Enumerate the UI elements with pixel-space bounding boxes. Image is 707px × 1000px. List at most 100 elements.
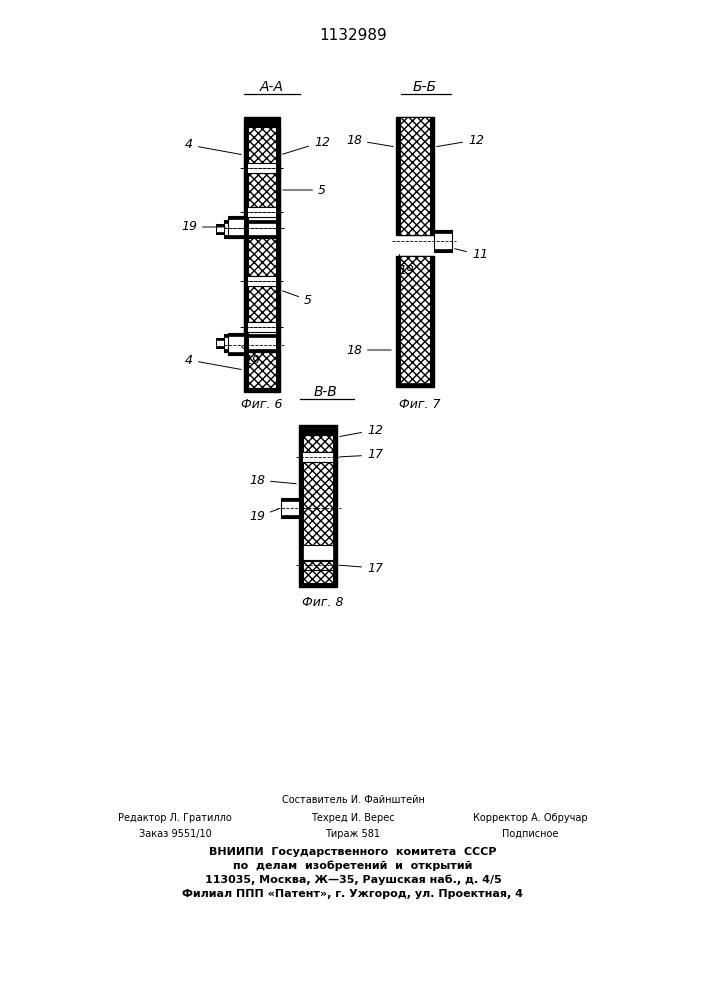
Text: Заказ 9551/10: Заказ 9551/10 xyxy=(139,829,211,839)
Text: 17: 17 xyxy=(340,448,383,462)
Bar xyxy=(216,338,224,348)
Text: ВНИИПИ  Государственного  комитета  СССР: ВНИИПИ Государственного комитета СССР xyxy=(209,847,497,857)
Text: A-A: A-A xyxy=(260,80,284,94)
Bar xyxy=(396,383,434,387)
Text: Составитель И. Файнштейн: Составитель И. Файнштейн xyxy=(281,795,424,805)
Text: Корректор А. Обручар: Корректор А. Обручар xyxy=(473,813,588,823)
Text: 4: 4 xyxy=(185,354,241,370)
Text: 17: 17 xyxy=(340,562,383,574)
Bar xyxy=(248,127,276,163)
Bar xyxy=(244,163,280,173)
Bar xyxy=(216,338,224,340)
Text: Филиал ППП «Патент», г. Ужгород, ул. Проектная, 4: Филиал ППП «Патент», г. Ужгород, ул. Про… xyxy=(182,889,523,899)
Bar xyxy=(276,117,280,392)
Text: Б-Б: Б-Б xyxy=(413,80,437,94)
Bar xyxy=(248,163,276,173)
Bar xyxy=(216,224,224,226)
Text: 12: 12 xyxy=(340,424,383,436)
Bar xyxy=(244,117,248,392)
Bar xyxy=(248,238,276,276)
Bar xyxy=(244,117,280,127)
Bar xyxy=(244,388,280,392)
Bar xyxy=(224,220,280,223)
Bar xyxy=(248,127,276,388)
Bar xyxy=(303,452,333,462)
Bar xyxy=(228,216,244,219)
Text: 19: 19 xyxy=(398,255,414,276)
Bar xyxy=(228,333,244,336)
Bar xyxy=(216,224,224,234)
Text: Техред И. Верес: Техред И. Верес xyxy=(311,813,395,823)
Bar xyxy=(303,435,333,452)
Bar xyxy=(224,349,280,352)
Text: Тираж 581: Тираж 581 xyxy=(325,829,380,839)
Bar xyxy=(228,352,244,355)
Bar xyxy=(276,117,280,392)
Bar xyxy=(434,249,452,252)
Bar xyxy=(228,216,244,238)
Text: 12: 12 xyxy=(437,133,484,147)
Bar xyxy=(299,425,337,435)
Text: 5: 5 xyxy=(283,291,312,306)
Bar xyxy=(244,117,280,392)
Bar xyxy=(244,352,280,388)
Bar xyxy=(281,498,299,518)
Bar xyxy=(244,276,280,286)
Text: Редактор Л. Гратилло: Редактор Л. Гратилло xyxy=(118,813,232,823)
Bar xyxy=(248,286,276,322)
Text: Фиг. 7: Фиг. 7 xyxy=(399,398,440,412)
Bar xyxy=(396,256,400,387)
Bar xyxy=(333,425,337,587)
Bar xyxy=(244,238,280,276)
Bar xyxy=(248,207,276,217)
Bar xyxy=(244,322,280,332)
Text: 4: 4 xyxy=(185,138,241,155)
Bar xyxy=(303,462,333,545)
Text: 113035, Москва, Ж—35, Раушская наб., д. 4/5: 113035, Москва, Ж—35, Раушская наб., д. … xyxy=(204,875,501,885)
Bar xyxy=(299,425,337,587)
Bar xyxy=(303,560,333,570)
Bar xyxy=(216,346,224,348)
Bar xyxy=(244,127,280,163)
Bar xyxy=(248,276,276,286)
Bar xyxy=(434,230,452,252)
Bar xyxy=(396,117,400,235)
Text: 5: 5 xyxy=(283,184,326,196)
Text: Фиг. 6: Фиг. 6 xyxy=(241,398,283,412)
Text: 18: 18 xyxy=(249,474,296,487)
Bar xyxy=(396,256,434,387)
Bar xyxy=(244,286,280,322)
Bar xyxy=(224,235,280,238)
Bar xyxy=(216,232,224,234)
Bar xyxy=(430,256,434,387)
Text: по  делам  изобретений  и  открытий: по делам изобретений и открытий xyxy=(233,861,473,871)
Text: 18: 18 xyxy=(346,133,393,147)
Bar xyxy=(299,583,337,587)
Text: Фиг. 8: Фиг. 8 xyxy=(303,595,344,608)
Bar xyxy=(299,425,303,587)
Text: B-B: B-B xyxy=(314,385,338,399)
Bar xyxy=(244,117,248,392)
Bar xyxy=(224,334,280,352)
Bar xyxy=(248,352,276,388)
Bar xyxy=(228,333,244,355)
Bar xyxy=(244,207,280,217)
Bar xyxy=(244,388,280,392)
Bar xyxy=(224,220,280,238)
Bar xyxy=(303,561,333,583)
Bar xyxy=(281,515,299,518)
Text: 18: 18 xyxy=(346,344,391,357)
Bar xyxy=(244,117,280,127)
Text: 19: 19 xyxy=(181,221,226,233)
Text: 19: 19 xyxy=(249,509,279,524)
Bar xyxy=(430,117,434,235)
Bar xyxy=(244,173,280,207)
Text: 19: 19 xyxy=(242,346,260,366)
Bar xyxy=(400,117,430,235)
Bar xyxy=(434,230,452,233)
Bar xyxy=(228,235,244,238)
Bar xyxy=(400,256,430,387)
Bar xyxy=(248,173,276,207)
Text: 1132989: 1132989 xyxy=(319,27,387,42)
Text: 11: 11 xyxy=(455,248,488,261)
